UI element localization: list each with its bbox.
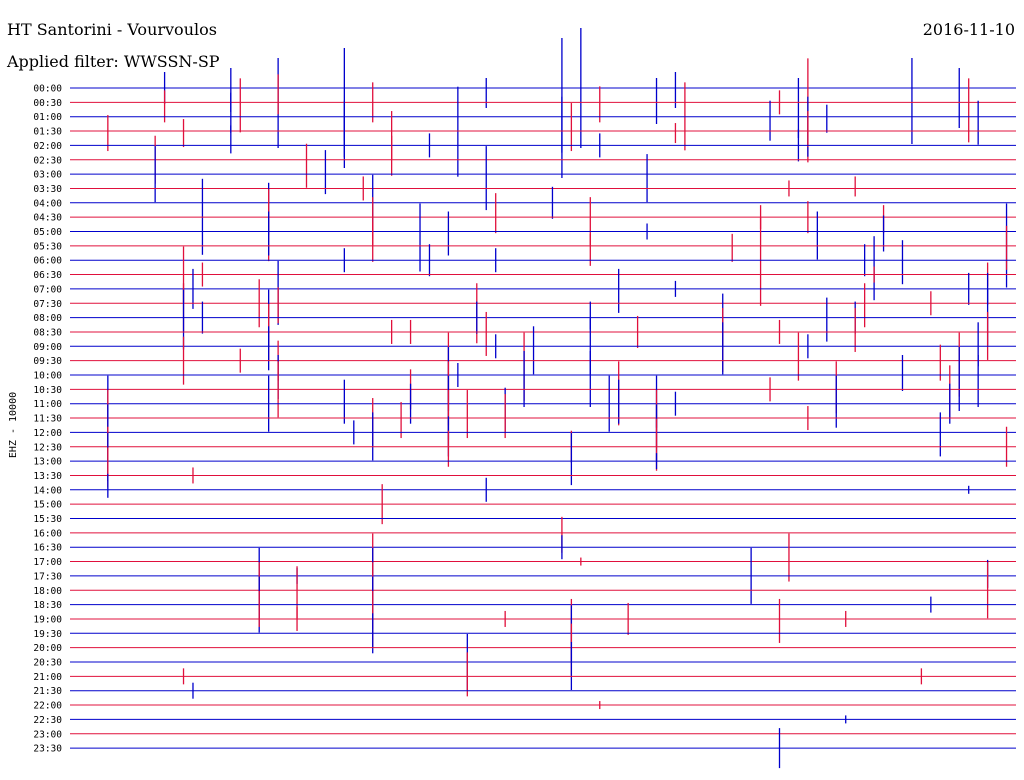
row-time-label: 22:00: [33, 701, 62, 712]
row-time-label: 22:30: [33, 715, 62, 726]
trace-row: [70, 533, 1016, 590]
row-time-label: 17:30: [33, 571, 62, 582]
row-time-label: 03:00: [33, 170, 62, 181]
row-time-label: 10:30: [33, 385, 62, 396]
row-time-label: 17:00: [33, 557, 62, 568]
row-time-label: 23:00: [33, 729, 62, 740]
row-time-label: 04:30: [33, 213, 62, 224]
row-time-label: 05:30: [33, 241, 62, 252]
row-time-label: 01:30: [33, 127, 62, 138]
row-time-label: 06:30: [33, 270, 62, 281]
trace-row: [70, 332, 1016, 401]
y-axis-label: EHZ - 10000: [8, 392, 19, 458]
row-time-label: 15:30: [33, 514, 62, 525]
row-time-label: 11:00: [33, 399, 62, 410]
trace-row: [70, 103, 1016, 160]
row-time-label: 01:00: [33, 112, 62, 123]
row-time-label: 04:00: [33, 198, 62, 209]
row-time-label: 19:00: [33, 614, 62, 625]
row-time-label: 16:00: [33, 528, 62, 539]
row-time-label: 16:30: [33, 543, 62, 554]
row-time-label: 21:00: [33, 672, 62, 683]
row-time-label: 02:30: [33, 155, 62, 166]
row-time-label: 07:30: [33, 299, 62, 310]
row-time-label: 09:00: [33, 342, 62, 353]
row-time-label: 06:00: [33, 256, 62, 267]
row-time-label: 13:00: [33, 457, 62, 468]
trace-row: [70, 547, 1016, 604]
trace-row: [70, 715, 1016, 724]
trace-row: [70, 390, 1016, 447]
row-time-label: 00:00: [33, 84, 62, 95]
row-time-label: 14:00: [33, 485, 62, 496]
row-time-label: 12:30: [33, 442, 62, 453]
trace-row: [70, 473, 1016, 502]
trace-row: [70, 28, 1016, 178]
trace-row: [70, 535, 1016, 560]
trace-row: [70, 375, 1016, 440]
chart-subtitle: Applied filter: WWSSN-SP: [7, 52, 220, 71]
trace-row: [70, 484, 1016, 525]
trace-row: [70, 318, 1016, 375]
trace-row: [70, 634, 1016, 690]
row-time-label: 12:00: [33, 428, 62, 439]
chart-title: HT Santorini - Vourvoulos: [7, 20, 217, 39]
trace-row: [70, 146, 1016, 211]
trace-row: [70, 447, 1016, 488]
trace-row: [70, 576, 1016, 633]
row-time-label: 03:30: [33, 184, 62, 195]
row-time-label: 05:00: [33, 227, 62, 238]
row-time-label: 07:00: [33, 284, 62, 295]
row-time-label: 08:00: [33, 313, 62, 324]
trace-row: [70, 590, 1016, 647]
row-time-label: 10:00: [33, 371, 62, 382]
trace-row: [70, 652, 1016, 697]
row-time-label: 02:00: [33, 141, 62, 152]
row-time-label: 13:30: [33, 471, 62, 482]
row-time-label: 21:30: [33, 686, 62, 697]
chart-date: 2016-11-10: [922, 20, 1015, 39]
trace-row: [70, 562, 1016, 619]
trace-row: [70, 605, 1016, 662]
trace-row: [70, 418, 1016, 475]
tick-label-group: 00:00 00:30 01:00 01:30 02:00 02:30 03:00 03:30…: [33, 84, 62, 755]
trace-row: [70, 189, 1016, 262]
row-time-label: 18:00: [33, 586, 62, 597]
trace-row: [70, 623, 1016, 676]
trace-row: [70, 303, 1016, 372]
trace-row: [70, 135, 1016, 188]
row-time-label: 18:30: [33, 600, 62, 611]
trace-row: [70, 176, 1016, 201]
trace-row: [70, 117, 1016, 162]
row-time-label: 15:00: [33, 500, 62, 511]
row-time-label: 20:30: [33, 658, 62, 669]
trace-row: [70, 361, 1016, 426]
trace-row: [70, 86, 1016, 177]
row-time-label: 00:30: [33, 98, 62, 109]
row-time-label: 08:30: [33, 327, 62, 338]
trace-row: [70, 701, 1016, 710]
trace-row: [70, 682, 1016, 699]
trace-group: [70, 28, 1016, 769]
row-time-label: 20:00: [33, 643, 62, 654]
row-time-label: 23:30: [33, 744, 62, 755]
trace-row: [70, 347, 1016, 411]
trace-row: [70, 433, 1016, 486]
trace-row: [70, 404, 1016, 461]
row-time-label: 09:30: [33, 356, 62, 367]
row-time-label: 19:30: [33, 629, 62, 640]
trace-row: [70, 728, 1016, 769]
row-time-label: 11:30: [33, 414, 62, 425]
trace-row: [70, 58, 1016, 163]
